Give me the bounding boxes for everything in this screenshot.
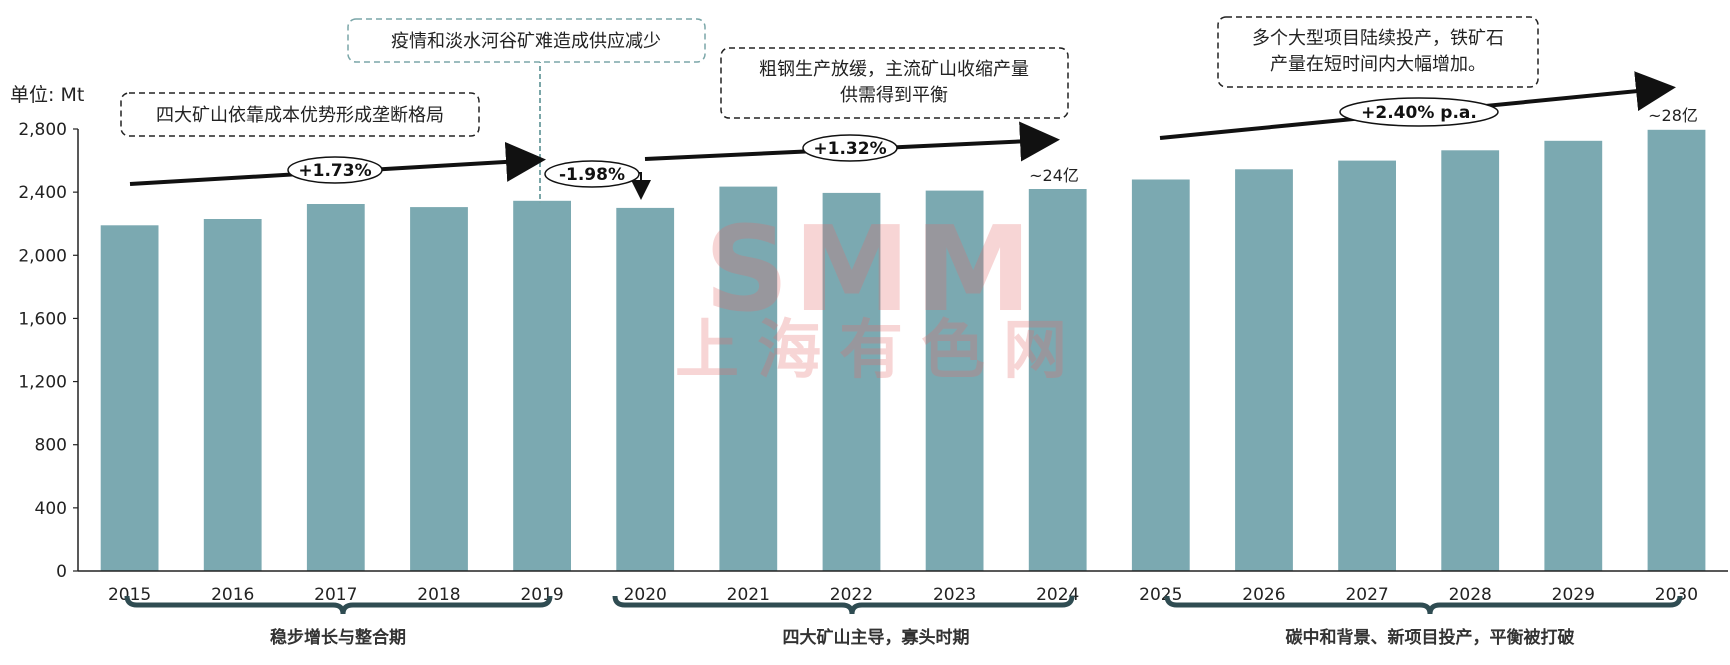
x-tick-2022: 2022 (830, 585, 873, 605)
bar-2015 (100, 225, 159, 572)
period-label-1: 稳步增长与整合期 (270, 627, 406, 648)
x-tick-2016: 2016 (211, 585, 254, 605)
bar-2016 (203, 219, 262, 571)
period-brace-3: 碳中和背景、新项目投产，平衡被打破 (1164, 595, 1683, 648)
x-tick-2019: 2019 (520, 585, 563, 605)
bar-2018 (410, 207, 468, 571)
period-brace-1: 稳步增长与整合期 (124, 595, 553, 648)
value-label-2030: ~28亿 (1648, 106, 1698, 125)
bar-2028 (1441, 150, 1500, 572)
x-tick-2026: 2026 (1242, 585, 1285, 605)
bar-2027 (1338, 160, 1396, 571)
x-tick-2020: 2020 (624, 585, 667, 605)
period-label-3: 碳中和背景、新项目投产，平衡被打破 (1286, 627, 1575, 648)
bar-2030 (1647, 129, 1706, 572)
growth-rate-4: +2.40% p.a. (1339, 97, 1499, 127)
value-label-2024: ~24亿 (1029, 166, 1079, 185)
y-tick-0: 0 (56, 562, 67, 582)
annotation-text-1: 四大矿山依靠成本优势形成垄断格局 (156, 105, 444, 126)
bar-2017 (306, 204, 365, 571)
y-tick-2800: 2,800 (18, 120, 67, 140)
bar-2026 (1235, 169, 1293, 572)
y-tick-1200: 1,200 (18, 373, 67, 393)
watermark-logo: SMM (704, 200, 1036, 338)
growth-rate-3-label: +1.32% (813, 139, 886, 159)
annotation-box-3: 粗钢生产放缓，主流矿山收缩产量 供需得到平衡 (720, 47, 1069, 119)
annotation-box-2: 疫情和淡水河谷矿难造成供应减少 (347, 18, 706, 63)
period-label-2: 四大矿山主导，寡头时期 (783, 627, 970, 648)
bar-2019 (513, 200, 571, 572)
growth-rate-3: +1.32% (802, 134, 898, 162)
x-tick-2021: 2021 (727, 585, 770, 605)
y-tick-2000: 2,000 (18, 246, 67, 266)
x-tick-2025: 2025 (1139, 585, 1182, 605)
growth-rate-2: -1.98% (544, 160, 640, 188)
growth-rate-4-label: +2.40% p.a. (1361, 103, 1477, 123)
growth-rate-2-label: -1.98% (559, 165, 625, 185)
x-axis: 2015 2016 2017 2018 2019 2020 2021 2022 2023 2024… (78, 570, 1728, 605)
growth-rate-1: +1.73% (287, 156, 383, 184)
growth-rate-1-label: +1.73% (298, 161, 371, 181)
bar-2029 (1544, 140, 1603, 572)
bars-group (100, 129, 1706, 572)
y-axis: 0 400 800 1,200 1,600 2,000 2,400 2,800 (18, 120, 79, 582)
period-brace-2: 四大矿山主导，寡头时期 (612, 595, 1075, 648)
annotation-box-1: 四大矿山依靠成本优势形成垄断格局 (120, 92, 480, 137)
annotation-box-4: 多个大型项目陆续投产，铁矿石 产量在短时间内大幅增加。 (1217, 16, 1539, 88)
annotation-text-3b: 供需得到平衡 (840, 85, 948, 106)
y-tick-400: 400 (35, 499, 67, 519)
unit-label: 单位: Mt (10, 84, 84, 106)
bar-2022 (822, 192, 881, 571)
bar-2025 (1131, 179, 1190, 571)
watermark-subtitle: 上海有色网 (675, 314, 1085, 388)
x-tick-2030: 2030 (1655, 585, 1698, 605)
bar-2021 (719, 186, 778, 571)
bar-2020 (616, 207, 675, 571)
bar-2023 (925, 190, 984, 571)
x-tick-2017: 2017 (314, 585, 357, 605)
annotation-text-3a: 粗钢生产放缓，主流矿山收缩产量 (759, 59, 1029, 80)
annotation-text-2: 疫情和淡水河谷矿难造成供应减少 (391, 31, 661, 52)
x-tick-2029: 2029 (1552, 585, 1595, 605)
bar-2024 (1028, 189, 1087, 571)
y-tick-2400: 2,400 (18, 183, 67, 203)
y-tick-1600: 1,600 (18, 309, 67, 329)
watermark: SMM 上海有色网 (675, 200, 1085, 388)
x-tick-2015: 2015 (108, 585, 151, 605)
x-tick-2028: 2028 (1449, 585, 1492, 605)
annotation-text-4a: 多个大型项目陆续投产，铁矿石 (1252, 28, 1504, 49)
annotation-text-4b: 产量在短时间内大幅增加。 (1270, 54, 1486, 75)
x-tick-2018: 2018 (417, 585, 460, 605)
y-tick-800: 800 (35, 436, 67, 456)
x-tick-2027: 2027 (1345, 585, 1388, 605)
x-tick-2023: 2023 (933, 585, 976, 605)
